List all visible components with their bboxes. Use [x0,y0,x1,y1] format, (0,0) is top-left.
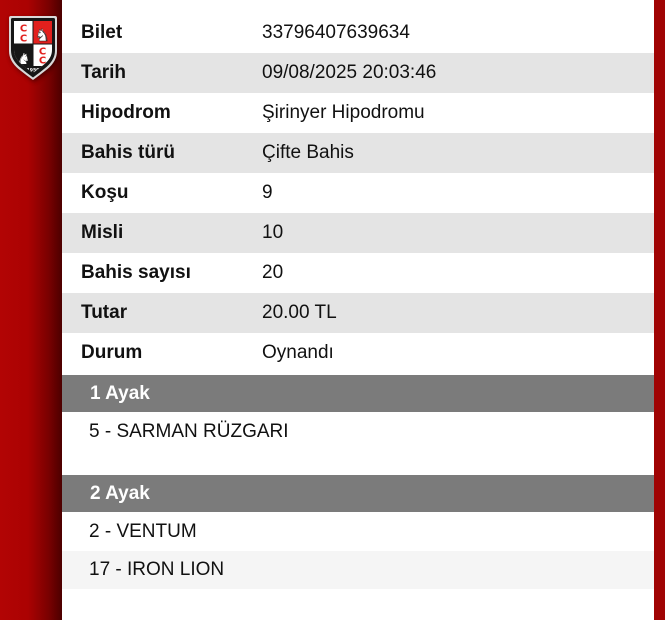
ticket-field-row-kosu: Koşu 9 [62,173,654,213]
field-value: 20.00 TL [262,302,337,323]
logo-year-label: 1950 [27,68,40,74]
ticket-field-row-hipodrom: Hipodrom Şirinyer Hipodromu [62,93,654,133]
section-gap [62,451,654,475]
status-badge: Oynandı [262,342,334,363]
ticket-panel: Bilet 33796407639634 Tarih 09/08/2025 20… [62,0,654,620]
field-label: Koşu [81,182,129,203]
horseshoe-icon: C [39,47,46,58]
field-label: Tutar [81,302,128,323]
field-label: Bilet [81,22,123,43]
ticket-field-row-bahis-sayisi: Bahis sayısı 20 [62,253,654,293]
field-value: 10 [262,222,284,243]
jockey-club-logo: C C C C ♞ ♞ 1950 [9,16,57,80]
field-value: 20 [262,262,284,283]
field-value: 9 [262,182,273,203]
brand-sidebar [0,0,62,620]
field-label: Tarih [81,62,127,83]
ticket-field-row-bahis-turu: Bahis türü Çifte Bahis [62,133,654,173]
horse-head-icon: ♞ [35,26,50,46]
field-label: Bahis türü [81,142,175,163]
horseshoe-icon: C [20,34,27,45]
leg-section-2: 2 Ayak 2 - VENTUM 17 - IRON LION [62,475,654,589]
horseshoe-icon: C [39,56,46,67]
field-value: 33796407639634 [262,22,410,43]
ticket-field-row-tarih: Tarih 09/08/2025 20:03:46 [62,53,654,93]
field-value: 09/08/2025 20:03:46 [262,62,437,83]
field-value: Şirinyer Hipodromu [262,102,425,123]
field-label: Misli [81,222,124,243]
field-label: Durum [81,342,143,363]
ticket-field-row-tutar: Tutar 20.00 TL [62,293,654,333]
field-value: Çifte Bahis [262,142,354,163]
leg-title: 1 Ayak [90,382,150,404]
field-label: Bahis sayısı [81,262,191,283]
horse-name: 5 - SARMAN RÜZGARI [89,421,289,442]
ticket-field-row-durum: Durum Oynandı [62,333,654,373]
horse-row: 5 - SARMAN RÜZGARI [62,413,654,451]
ticket-field-row-misli: Misli 10 [62,213,654,253]
horse-name: 2 - VENTUM [89,521,197,542]
ticket-field-row-bilet: Bilet 33796407639634 [62,13,654,53]
leg-header: 2 Ayak [62,475,654,512]
horse-name: 17 - IRON LION [89,559,225,580]
leg-header: 1 Ayak [62,375,654,412]
leg-section-1: 1 Ayak 5 - SARMAN RÜZGARI [62,375,654,451]
horse-row: 17 - IRON LION [62,551,654,589]
leg-title: 2 Ayak [90,482,150,504]
ticket-fields: Bilet 33796407639634 Tarih 09/08/2025 20… [62,13,654,373]
brand-right-strip [654,0,665,620]
logo-quadrant-red [33,21,52,44]
horseshoe-icon: C [20,24,27,35]
horse-row: 2 - VENTUM [62,513,654,551]
field-label: Hipodrom [81,102,171,123]
